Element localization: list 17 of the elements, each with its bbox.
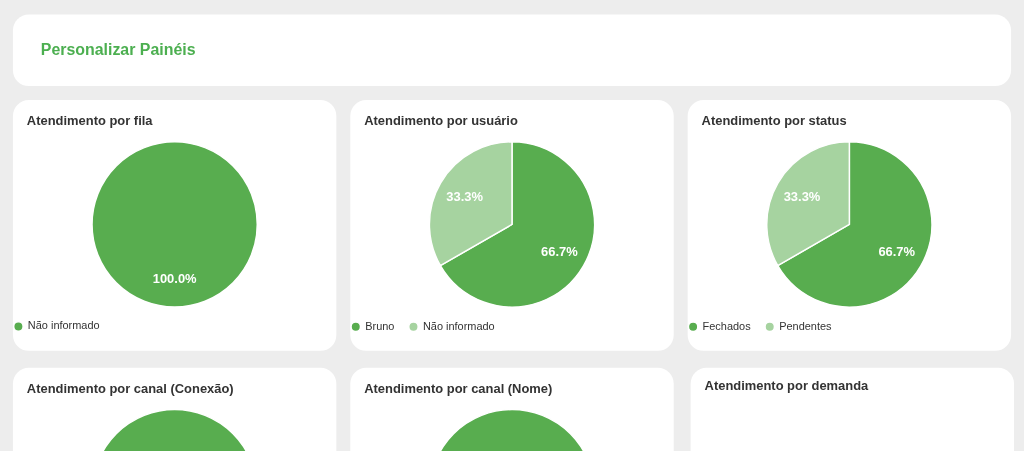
data-label: 66.7% (878, 243, 916, 259)
legend-label: Bruno (365, 319, 395, 332)
data-label: 100.0% (152, 271, 198, 287)
data-label: 33.3% (783, 189, 821, 205)
legend-label: Pendentes (779, 319, 833, 332)
chart-title: Atendimento por fila (26, 112, 154, 128)
chart-title: Atendimento por canal (Conexão) (26, 380, 234, 396)
chart-title: Atendimento por canal (Nome) (364, 380, 553, 396)
chart-title: Atendimento por usuário (364, 112, 518, 128)
legend-label: Não informado (422, 319, 495, 332)
legend-label: Fechados (702, 319, 752, 332)
legend-label: Não informado (27, 319, 100, 332)
chart-title: Atendimento por status (701, 112, 847, 128)
text: Atendimento por demanda (704, 377, 870, 393)
data-label: 33.3% (446, 189, 484, 205)
data-label: 66.7% (541, 243, 579, 259)
text: Personalizar Painéis (40, 40, 196, 58)
